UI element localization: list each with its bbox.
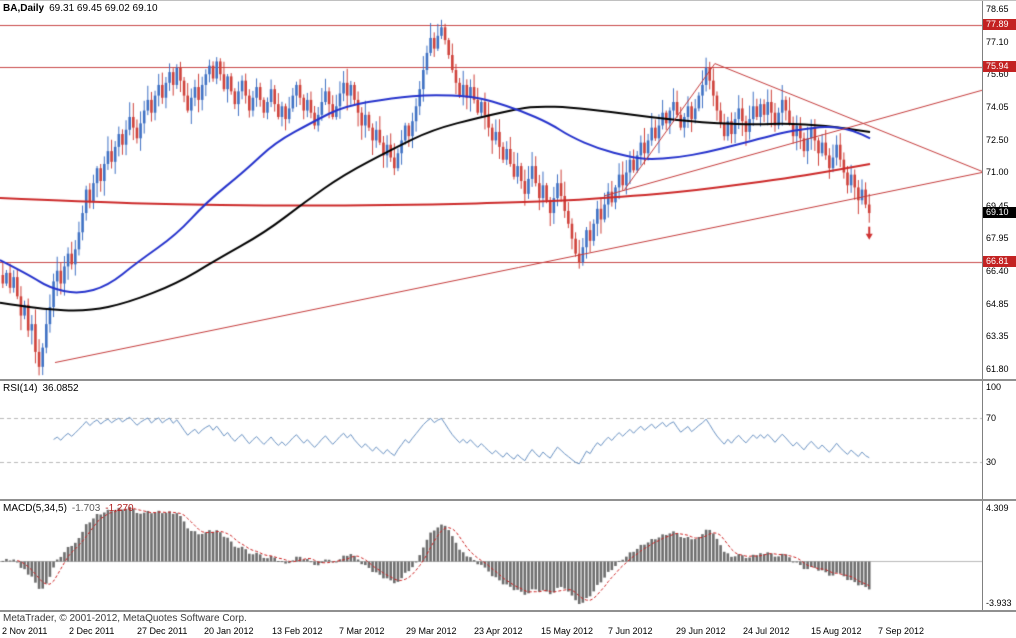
copyright-text: MetaTrader, © 2001-2012, MetaQuotes Soft… — [3, 613, 247, 624]
date-label: 2 Dec 2011 — [69, 626, 115, 636]
footer: MetaTrader, © 2001-2012, MetaQuotes Soft… — [0, 612, 1016, 638]
chart-title: BA,Daily 69.31 69.45 69.02 69.10 — [3, 3, 158, 14]
price-chart-canvas[interactable] — [0, 1, 982, 379]
price-tick-label: 71.00 — [986, 167, 1009, 178]
price-tick-label: 61.80 — [986, 363, 1009, 374]
hline-price-badge: 66.81 — [983, 255, 1016, 267]
date-label: 7 Jun 2012 — [608, 626, 653, 636]
price-tick-label: 67.95 — [986, 232, 1009, 243]
price-tick-label: 74.05 — [986, 102, 1009, 113]
macd-axis[interactable]: 4.309 -3.933 — [982, 501, 1016, 610]
date-label: 2 Nov 2011 — [2, 626, 48, 636]
rsi-indicator-label: RSI(14) 36.0852 — [3, 383, 79, 394]
date-label: 7 Mar 2012 — [339, 626, 385, 636]
rsi-tick-label: 30 — [986, 457, 997, 467]
date-label: 13 Feb 2012 — [272, 626, 323, 636]
rsi-tick-label: 70 — [986, 413, 997, 423]
date-label: 29 Jun 2012 — [676, 626, 726, 636]
rsi-tick-label: 100 — [986, 382, 1002, 392]
rsi-panel: RSI(14) 36.0852 100 70 30 — [0, 381, 1016, 499]
price-tick-label: 72.50 — [986, 135, 1009, 146]
date-label: 15 May 2012 — [541, 626, 594, 636]
date-label: 15 Aug 2012 — [811, 626, 862, 636]
date-label: 27 Dec 2011 — [137, 626, 188, 636]
rsi-plot-area: RSI(14) 36.0852 — [0, 381, 982, 499]
macd-indicator-label: MACD(5,34,5) -1.703 -1.270 — [3, 503, 134, 514]
panel-splitter[interactable] — [0, 379, 1016, 381]
hline-price-badge: 77.89 — [983, 19, 1016, 31]
rsi-value: 36.0852 — [42, 383, 79, 394]
date-label: 24 Jul 2012 — [743, 626, 790, 636]
time-axis[interactable]: 2 Nov 2011 2 Dec 2011 27 Dec 2011 20 Jan 20… — [0, 626, 1016, 638]
macd-name: MACD(5,34,5) — [3, 503, 67, 514]
chart-title-symbol: BA,Daily — [3, 3, 45, 14]
price-tick-label: 77.10 — [986, 37, 1009, 48]
price-plot-area: BA,Daily 69.31 69.45 69.02 69.10 — [0, 1, 982, 379]
date-label: 23 Apr 2012 — [474, 626, 523, 636]
price-tick-label: 64.85 — [986, 298, 1009, 309]
macd-chart-canvas[interactable] — [0, 501, 982, 610]
price-tick-label: 78.65 — [986, 4, 1009, 15]
macd-main-value: -1.703 — [71, 503, 101, 514]
panel-splitter[interactable] — [0, 610, 1016, 612]
price-axis[interactable]: 78.65 77.10 75.60 74.05 72.50 71.00 69.45 67.95… — [982, 1, 1016, 379]
rsi-name: RSI(14) — [3, 383, 38, 394]
rsi-axis[interactable]: 100 70 30 — [982, 381, 1016, 499]
macd-panel: MACD(5,34,5) -1.703 -1.270 4.309 -3.933 — [0, 501, 1016, 610]
current-price-badge: 69.10 — [983, 207, 1016, 219]
macd-min-label: -3.933 — [986, 598, 1012, 608]
macd-plot-area: MACD(5,34,5) -1.703 -1.270 — [0, 501, 982, 610]
rsi-chart-canvas[interactable] — [0, 381, 982, 499]
chart-title-quote: 69.31 69.45 69.02 69.10 — [49, 3, 158, 14]
panel-splitter[interactable] — [0, 499, 1016, 501]
macd-max-label: 4.309 — [986, 503, 1009, 513]
price-tick-label: 66.40 — [986, 265, 1009, 276]
price-panel: BA,Daily 69.31 69.45 69.02 69.10 78.65 77.… — [0, 1, 1016, 379]
price-tick-label: 63.35 — [986, 330, 1009, 341]
date-label: 20 Jan 2012 — [204, 626, 254, 636]
date-label: 7 Sep 2012 — [878, 626, 925, 636]
macd-signal-value: -1.270 — [105, 503, 134, 514]
price-tick-label: 75.60 — [986, 69, 1009, 80]
date-label: 29 Mar 2012 — [406, 626, 457, 636]
price-tick-label: 69.45 — [986, 200, 1009, 211]
hline-price-badge: 75.94 — [983, 60, 1016, 72]
